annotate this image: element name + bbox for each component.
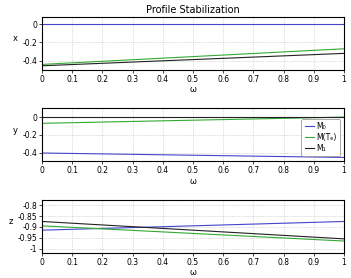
Y-axis label: x: x: [13, 34, 18, 43]
X-axis label: ω: ω: [190, 177, 197, 186]
Title: Profile Stabilization: Profile Stabilization: [146, 4, 240, 14]
Legend: M₀, M(Tₑ), M₁: M₀, M(Tₑ), M₁: [302, 119, 340, 156]
X-axis label: ω: ω: [190, 85, 197, 94]
Y-axis label: y: y: [13, 126, 18, 135]
X-axis label: ω: ω: [190, 268, 197, 277]
Y-axis label: z: z: [8, 217, 13, 226]
